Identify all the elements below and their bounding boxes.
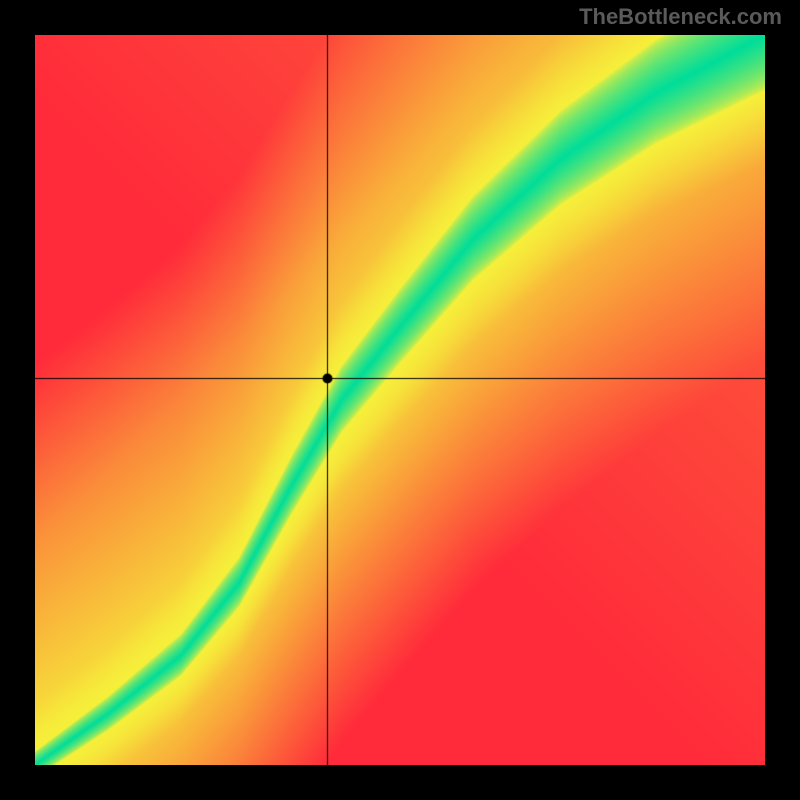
watermark-text: TheBottleneck.com <box>579 4 782 30</box>
heatmap-canvas <box>35 35 765 765</box>
chart-container: TheBottleneck.com <box>0 0 800 800</box>
plot-area <box>35 35 765 765</box>
